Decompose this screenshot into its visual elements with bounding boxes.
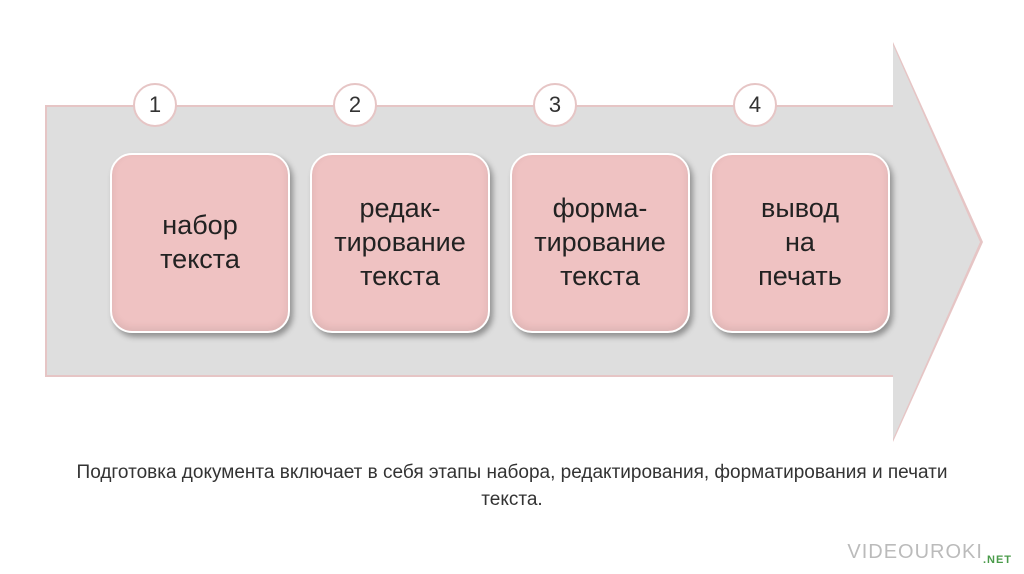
stage-number-badge-4: 4 [733, 83, 777, 127]
watermark: VIDEOUROKI.NET [847, 541, 1012, 566]
caption-text: Подготовка документа включает в себя эта… [0, 460, 1024, 513]
stage-number-badge-2: 2 [333, 83, 377, 127]
stage-box-4: вывод на печать [710, 153, 890, 333]
stage-box-2: редак- тирование текста [310, 153, 490, 333]
watermark-brand: VIDEOUROKI [847, 541, 983, 563]
watermark-suffix: .NET [983, 554, 1012, 566]
stage-number-badge-3: 3 [533, 83, 577, 127]
stage-box-3: форма- тирование текста [510, 153, 690, 333]
stage-box-1: набор текста [110, 153, 290, 333]
arrow-head [893, 45, 980, 439]
stage-number-badge-1: 1 [133, 83, 177, 127]
process-arrow-diagram: 1 набор текста 2 редак- тирование текста 3 фо… [45, 45, 980, 385]
